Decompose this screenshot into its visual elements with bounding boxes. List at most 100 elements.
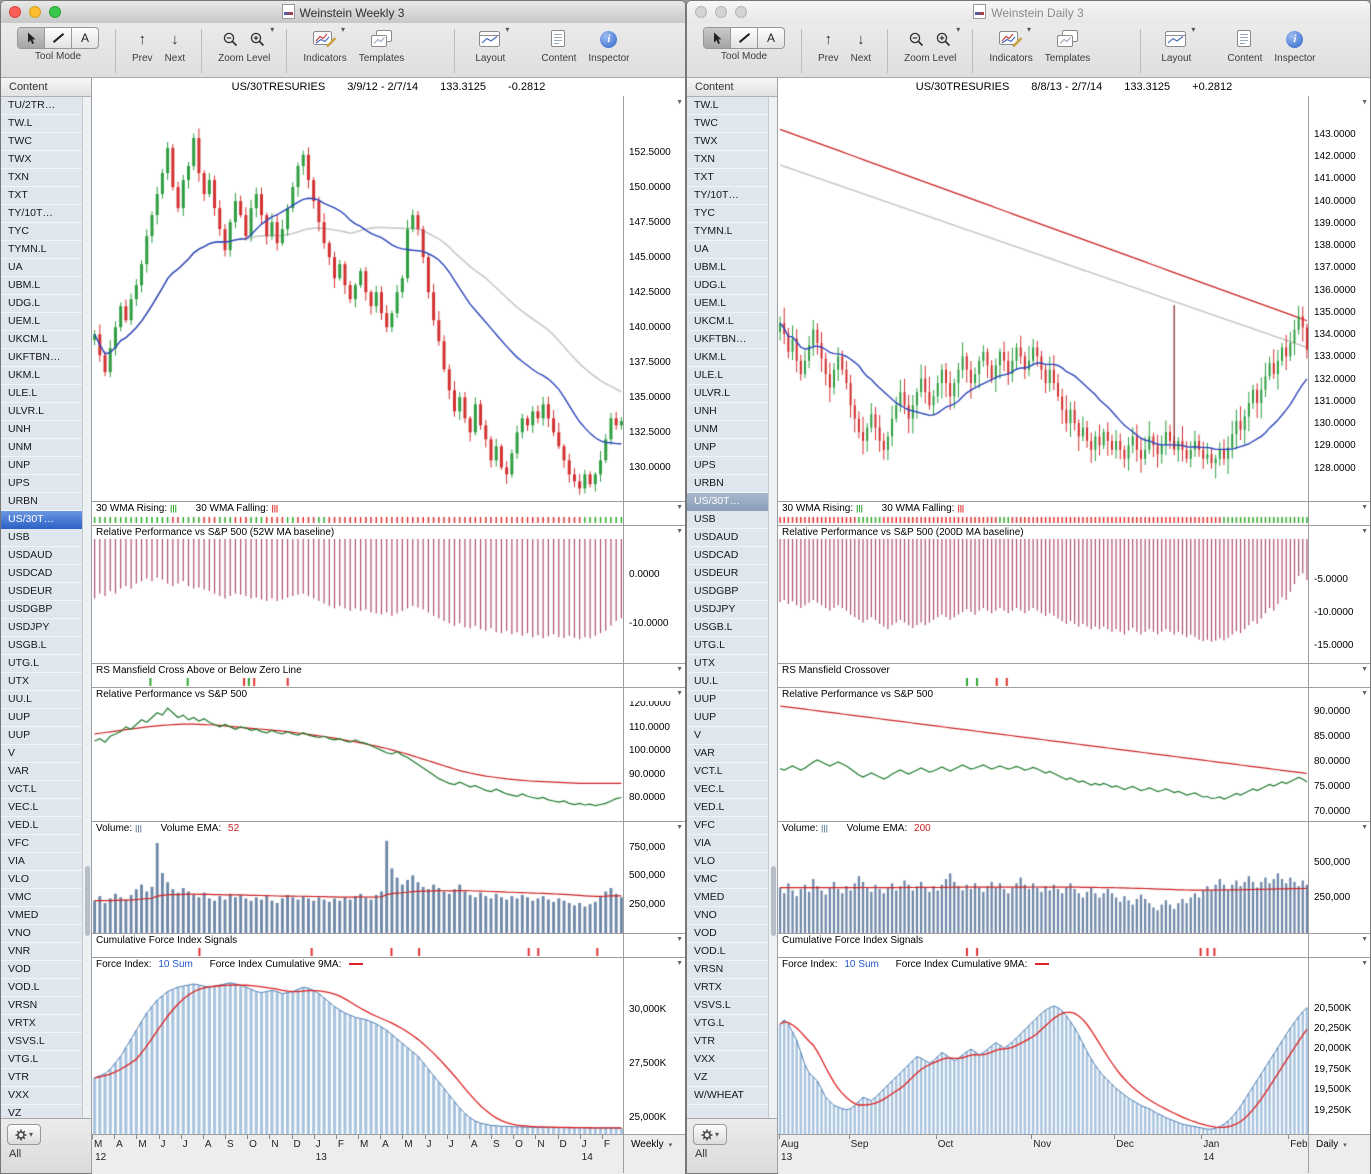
sidebar-scrollbar[interactable] — [82, 97, 91, 1119]
cfi-signal-strip[interactable] — [778, 947, 1309, 957]
scrollbar-thumb[interactable] — [771, 866, 776, 936]
sidebar-item-UNP[interactable]: UNP — [687, 439, 769, 457]
sidebar-item-W/WHEAT[interactable]: W/WHEAT — [687, 1087, 769, 1105]
sidebar-item-USDCAD[interactable]: USDCAD — [1, 565, 83, 583]
zoom-window-button[interactable] — [735, 6, 747, 18]
sidebar-item-UTX[interactable]: UTX — [1, 673, 83, 691]
pointer-tool-button[interactable] — [18, 28, 45, 48]
panel-collapse-caret[interactable]: ▼ — [1361, 99, 1368, 106]
sidebar-item-USDJPY[interactable]: USDJPY — [1, 619, 83, 637]
rs-line-canvas[interactable] — [778, 701, 1309, 821]
sidebar-item-UKCM.L[interactable]: UKCM.L — [687, 313, 769, 331]
wma-signal-strip[interactable] — [92, 515, 624, 525]
sidebar-scrollbar[interactable] — [768, 97, 777, 1119]
sidebar-item-TXT[interactable]: TXT — [1, 187, 83, 205]
text-tool-button[interactable]: A — [758, 28, 784, 48]
filter-all-label[interactable]: All — [695, 1148, 708, 1160]
sidebar-item-VEC.L[interactable]: VEC.L — [1, 799, 83, 817]
sidebar-item-VED.L[interactable]: VED.L — [1, 817, 83, 835]
panel-collapse-caret[interactable]: ▼ — [1361, 960, 1368, 967]
zoom-out-button[interactable] — [908, 27, 925, 51]
sidebar-item-UNP[interactable]: UNP — [1, 457, 83, 475]
sidebar-item-TXT[interactable]: TXT — [687, 169, 769, 187]
sidebar-item-VEC.L[interactable]: VEC.L — [687, 781, 769, 799]
sidebar-item-VTG.L[interactable]: VTG.L — [1, 1051, 83, 1069]
sidebar-item-UA[interactable]: UA — [687, 241, 769, 259]
sidebar-item-VOD.L[interactable]: VOD.L — [687, 943, 769, 961]
sidebar-item-VOD[interactable]: VOD — [687, 925, 769, 943]
sidebar-item-VLO[interactable]: VLO — [1, 871, 83, 889]
sidebar-item-URBN[interactable]: URBN — [687, 475, 769, 493]
sidebar-item-ULE.L[interactable]: ULE.L — [687, 367, 769, 385]
sidebar-item-UTX[interactable]: UTX — [687, 655, 769, 673]
sidebar-item-USDGBP[interactable]: USDGBP — [687, 583, 769, 601]
sidebar-item-UNH[interactable]: UNH — [1, 421, 83, 439]
scrollbar-thumb[interactable] — [85, 866, 90, 936]
sidebar-item-ULVR.L[interactable]: ULVR.L — [1, 403, 83, 421]
panel-collapse-caret[interactable]: ▼ — [676, 504, 683, 511]
sidebar-item-V[interactable]: V — [1, 745, 83, 763]
sidebar-item-VNO[interactable]: VNO — [1, 925, 83, 943]
sidebar-item-USDAUD[interactable]: USDAUD — [687, 529, 769, 547]
gear-button[interactable]: ▾ — [7, 1124, 41, 1145]
sidebar-item-TU/2TR…[interactable]: TU/2TR… — [1, 97, 83, 115]
sidebar-item-VXX[interactable]: VXX — [1, 1087, 83, 1105]
next-button[interactable]: ↓ Next — [851, 27, 872, 65]
inspector-button[interactable]: i Inspector — [588, 27, 630, 64]
sidebar-item-TYC[interactable]: TYC — [687, 205, 769, 223]
sidebar-item-VNR[interactable]: VNR — [1, 943, 83, 961]
force-index-canvas[interactable] — [92, 971, 624, 1134]
sidebar-item-VRTX[interactable]: VRTX — [1, 1015, 83, 1033]
volume-canvas[interactable] — [778, 835, 1309, 933]
price-chart-canvas[interactable] — [778, 96, 1309, 501]
sidebar-item-UDG.L[interactable]: UDG.L — [687, 277, 769, 295]
sidebar-item-TYC[interactable]: TYC — [1, 223, 83, 241]
sidebar-item-TWC[interactable]: TWC — [1, 133, 83, 151]
zoom-window-button[interactable] — [49, 6, 61, 18]
volume-canvas[interactable] — [92, 835, 624, 933]
prev-button[interactable]: ↑ Prev — [818, 27, 839, 65]
sidebar-item-VIA[interactable]: VIA — [1, 853, 83, 871]
sidebar-item-VMC[interactable]: VMC — [1, 889, 83, 907]
sidebar-item-UKFTBN…[interactable]: UKFTBN… — [1, 349, 83, 367]
sidebar-item-UUP[interactable]: UUP — [1, 727, 83, 745]
panel-collapse-caret[interactable]: ▼ — [1361, 690, 1368, 697]
sidebar-item-VOD.L[interactable]: VOD.L — [1, 979, 83, 997]
sidebar-item-VNO[interactable]: VNO — [687, 907, 769, 925]
filter-all-label[interactable]: All — [9, 1148, 22, 1160]
sidebar-item-UA[interactable]: UA — [1, 259, 83, 277]
sidebar-item-UKFTBN…[interactable]: UKFTBN… — [687, 331, 769, 349]
sidebar-item-VAR[interactable]: VAR — [687, 745, 769, 763]
sidebar-item-TXN[interactable]: TXN — [687, 151, 769, 169]
sidebar-item-VCT.L[interactable]: VCT.L — [1, 781, 83, 799]
sidebar-item-UNM[interactable]: UNM — [1, 439, 83, 457]
panel-collapse-caret[interactable]: ▼ — [676, 666, 683, 673]
pointer-tool-button[interactable] — [704, 28, 731, 48]
force-index-canvas[interactable] — [778, 971, 1309, 1134]
sidebar-item-UUP[interactable]: UUP — [1, 709, 83, 727]
sidebar-item-UKCM.L[interactable]: UKCM.L — [1, 331, 83, 349]
panel-collapse-caret[interactable]: ▼ — [1361, 528, 1368, 535]
sidebar-item-VXX[interactable]: VXX — [687, 1051, 769, 1069]
mansfield-signal-strip[interactable] — [778, 677, 1309, 687]
panel-collapse-caret[interactable]: ▼ — [1361, 824, 1368, 831]
price-chart-canvas[interactable] — [92, 96, 624, 501]
sidebar-item-TWX[interactable]: TWX — [687, 133, 769, 151]
templates-button[interactable]: Templates — [1045, 27, 1090, 64]
layout-button[interactable]: ▾ Layout — [475, 25, 510, 64]
titlebar[interactable]: Weinstein Weekly 3 — [1, 1, 685, 24]
sidebar-item-VFC[interactable]: VFC — [687, 817, 769, 835]
sidebar-item-VIA[interactable]: VIA — [687, 835, 769, 853]
panel-collapse-caret[interactable]: ▼ — [1361, 666, 1368, 673]
sidebar-item-VSVS.L[interactable]: VSVS.L — [1, 1033, 83, 1051]
sidebar-item-US/30T…[interactable]: US/30T… — [687, 493, 769, 511]
panel-collapse-caret[interactable]: ▼ — [676, 690, 683, 697]
sidebar-item-TY/10T…[interactable]: TY/10T… — [687, 187, 769, 205]
rs-histogram-canvas[interactable] — [92, 539, 624, 663]
sidebar-item-TWX[interactable]: TWX — [1, 151, 83, 169]
sidebar-item-TW.L[interactable]: TW.L — [687, 97, 769, 115]
sidebar-item-USDJPY[interactable]: USDJPY — [687, 601, 769, 619]
titlebar[interactable]: Weinstein Daily 3 — [687, 1, 1370, 24]
rs-histogram-canvas[interactable] — [778, 539, 1309, 663]
sidebar-item-VZ[interactable]: VZ — [687, 1069, 769, 1087]
